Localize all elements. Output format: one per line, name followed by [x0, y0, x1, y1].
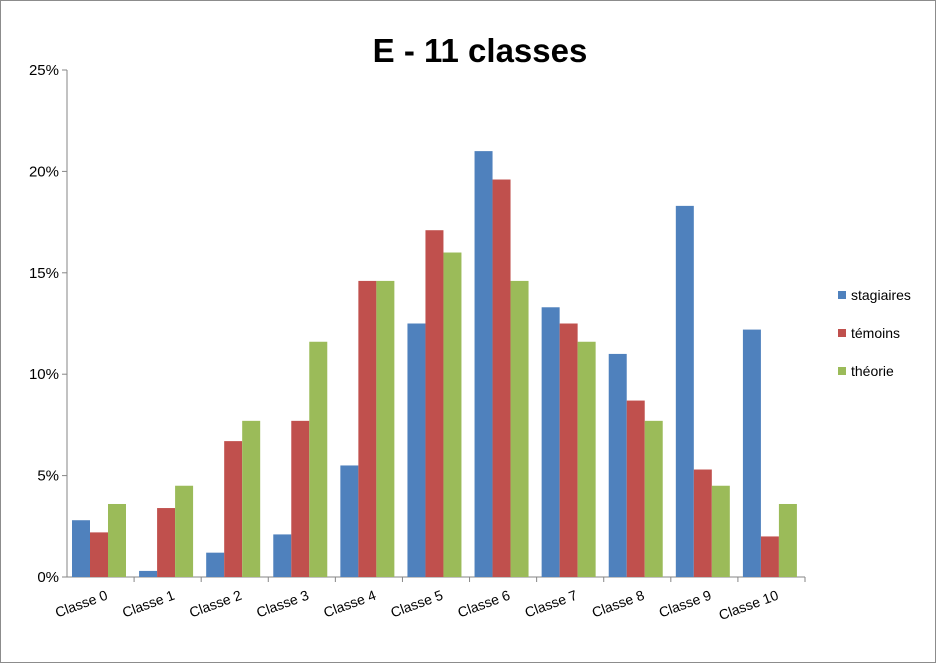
bar-stagiaires [742, 329, 761, 577]
legend-swatch-témoins [838, 329, 846, 337]
bar-témoins [224, 441, 243, 577]
bar-témoins [157, 508, 176, 577]
y-tick-label: 5% [37, 468, 59, 485]
bar-stagiaires [675, 205, 694, 577]
bar-théorie [778, 503, 797, 577]
bar-stagiaires [608, 353, 627, 577]
legend: stagiaires témoins théorie [838, 287, 911, 379]
bar-théorie [242, 420, 261, 577]
bar-stagiaires [407, 323, 426, 577]
legend-label: stagiaires [851, 287, 911, 303]
bar-stagiaires [541, 307, 560, 577]
x-axis-categories: Classe 0 Classe 1 Classe 2 Classe 3 Classe 4… [53, 577, 806, 623]
y-axis-ticks: 0% 5% 10% 15% 20% 25% [29, 62, 67, 586]
bar-témoins [90, 532, 108, 577]
bar-témoins [492, 179, 511, 577]
bar-témoins [358, 280, 377, 577]
y-tick-label: 0% [37, 569, 59, 586]
bar-stagiaires [72, 520, 90, 577]
x-category-label: Classe 0 [53, 587, 110, 621]
bar-témoins [693, 469, 712, 577]
x-category-label: Classe 2 [187, 587, 244, 621]
bar-théorie [510, 280, 529, 577]
legend-swatch-théorie [838, 367, 846, 375]
y-tick-label: 15% [29, 265, 59, 282]
bar-théorie [108, 503, 126, 577]
bar-témoins [559, 323, 578, 577]
x-category-label: Classe 8 [590, 587, 647, 621]
legend-swatch-stagiaires [838, 291, 846, 299]
x-category-label: Classe 3 [254, 587, 311, 621]
bar-théorie [175, 485, 194, 577]
bar-théorie [644, 420, 663, 577]
bar-théorie [443, 252, 462, 577]
x-category-label: Classe 6 [455, 587, 512, 621]
x-category-label: Classe 5 [388, 587, 445, 621]
x-category-label: Classe 4 [321, 587, 378, 621]
legend-label: théorie [851, 363, 894, 379]
bar-théorie [711, 485, 730, 577]
bar-stagiaires [206, 552, 225, 577]
bar-théorie [577, 341, 596, 577]
y-tick-label: 10% [29, 366, 59, 383]
y-tick-label: 20% [29, 163, 59, 180]
x-category-label: Classe 7 [523, 587, 580, 621]
x-category-label: Classe 10 [716, 587, 780, 623]
bar-stagiaires [474, 151, 493, 577]
bar-stagiaires [273, 534, 292, 577]
y-tick-label: 25% [29, 62, 59, 79]
bar-témoins [291, 420, 310, 577]
chart-title: E - 11 classes [373, 32, 588, 69]
bar-témoins [425, 230, 444, 577]
bar-témoins [626, 400, 645, 577]
x-category-label: Classe 9 [657, 587, 714, 621]
bar-stagiaires [139, 570, 158, 577]
bar-théorie [376, 280, 395, 577]
bar-témoins [760, 536, 779, 577]
legend-label: témoins [851, 325, 900, 341]
bar-stagiaires [340, 465, 359, 577]
bar-théorie [309, 341, 328, 577]
x-category-label: Classe 1 [120, 587, 177, 621]
bars [72, 151, 797, 577]
